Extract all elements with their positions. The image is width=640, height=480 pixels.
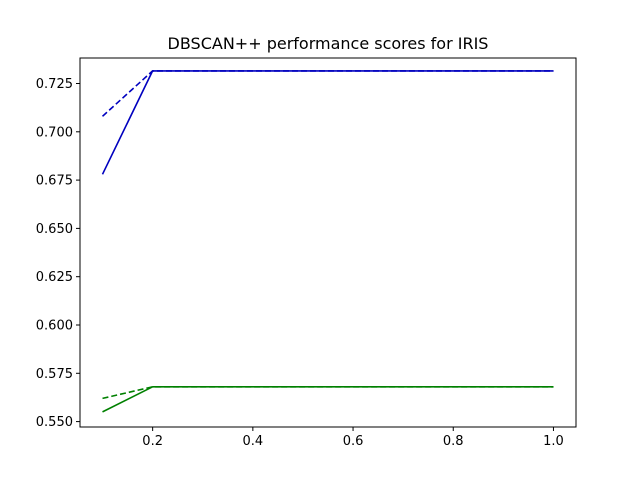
y-tick-label: 0.700	[36, 125, 73, 140]
x-tick-label: 0.2	[142, 434, 163, 449]
x-tick-label: 0.8	[443, 434, 464, 449]
chart-title: DBSCAN++ performance scores for IRIS	[168, 34, 489, 53]
plot-area: 0.2 0.4 0.6 0.8 1.0 0.550 0.575 0.600 0.625 0.65…	[36, 57, 577, 449]
y-tick-label: 0.625	[36, 270, 73, 285]
series-layer	[101, 70, 554, 413]
x-tick-label: 1.0	[543, 434, 564, 449]
y-tick-label: 0.600	[36, 318, 73, 333]
y-tick-label: 0.650	[36, 222, 73, 237]
series-line-2	[101, 70, 554, 117]
series-line-4	[102, 385, 554, 400]
axes-frame	[79, 57, 577, 428]
x-tick-label: 0.6	[343, 434, 364, 449]
y-tick-label: 0.550	[36, 415, 73, 430]
y-axis: 0.550 0.575 0.600 0.625 0.650 0.675 0.700 0.725	[36, 77, 80, 430]
y-tick-label: 0.575	[36, 367, 73, 382]
y-tick-label: 0.675	[36, 174, 73, 189]
y-tick-label: 0.725	[36, 77, 73, 92]
x-tick-label: 0.4	[243, 434, 264, 449]
x-axis: 0.2 0.4 0.6 0.8 1.0	[142, 427, 564, 449]
